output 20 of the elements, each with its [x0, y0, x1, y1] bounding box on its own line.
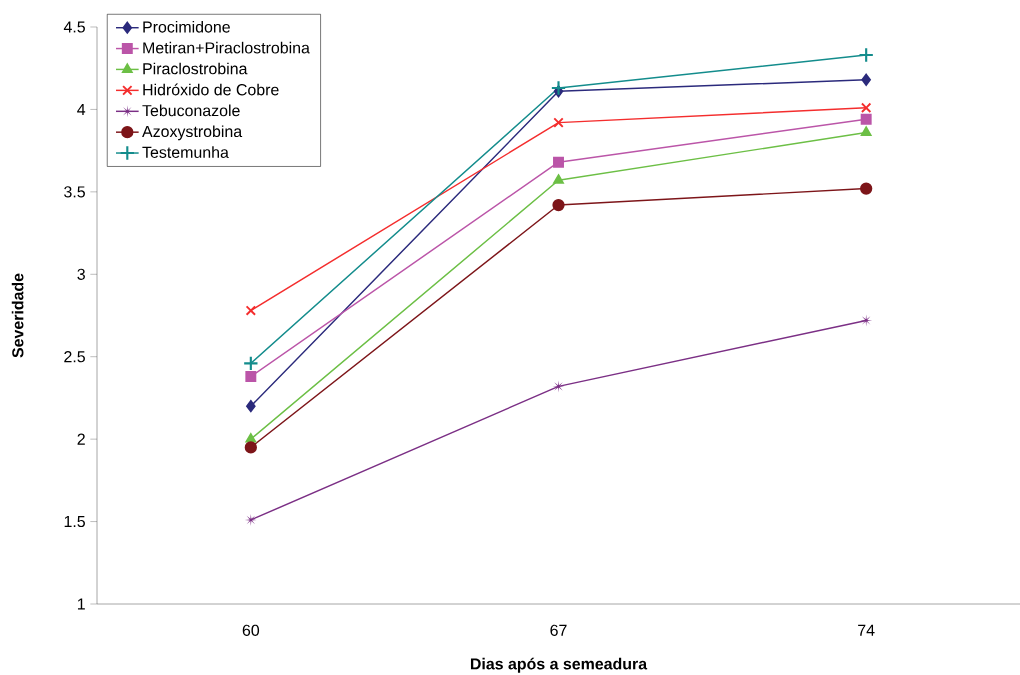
y-tick-label: 1	[77, 598, 85, 610]
y-tick-label: 3	[77, 268, 85, 280]
x-tick-label: 67	[550, 624, 567, 636]
y-tick-label: 1.5	[64, 516, 85, 528]
legend-label: Azoxystrobina	[142, 125, 243, 141]
x-tick-label: 60	[242, 624, 260, 636]
y-tick-label: 4	[77, 103, 86, 115]
legend-label: Testemunha	[142, 146, 229, 158]
y-tick-label: 4.5	[63, 21, 85, 33]
legend-label: Tebuconazole	[142, 104, 240, 117]
y-tick-label: 2	[77, 433, 85, 445]
legend-label: Hidróxido de Cobre	[143, 83, 279, 96]
x-axis-title: Dias após a semeadura	[470, 657, 648, 673]
legend-label: Piraclostrobina	[143, 62, 248, 75]
y-tick-label: 2.5	[64, 351, 85, 363]
y-axis-title: Severidade	[11, 273, 24, 358]
x-tick-label: 74	[858, 624, 875, 636]
legend-label: Procimidone	[143, 20, 230, 33]
legend-label: Metiran+Piraclostrobina	[143, 41, 310, 54]
y-tick-label: 3.5	[64, 186, 85, 198]
